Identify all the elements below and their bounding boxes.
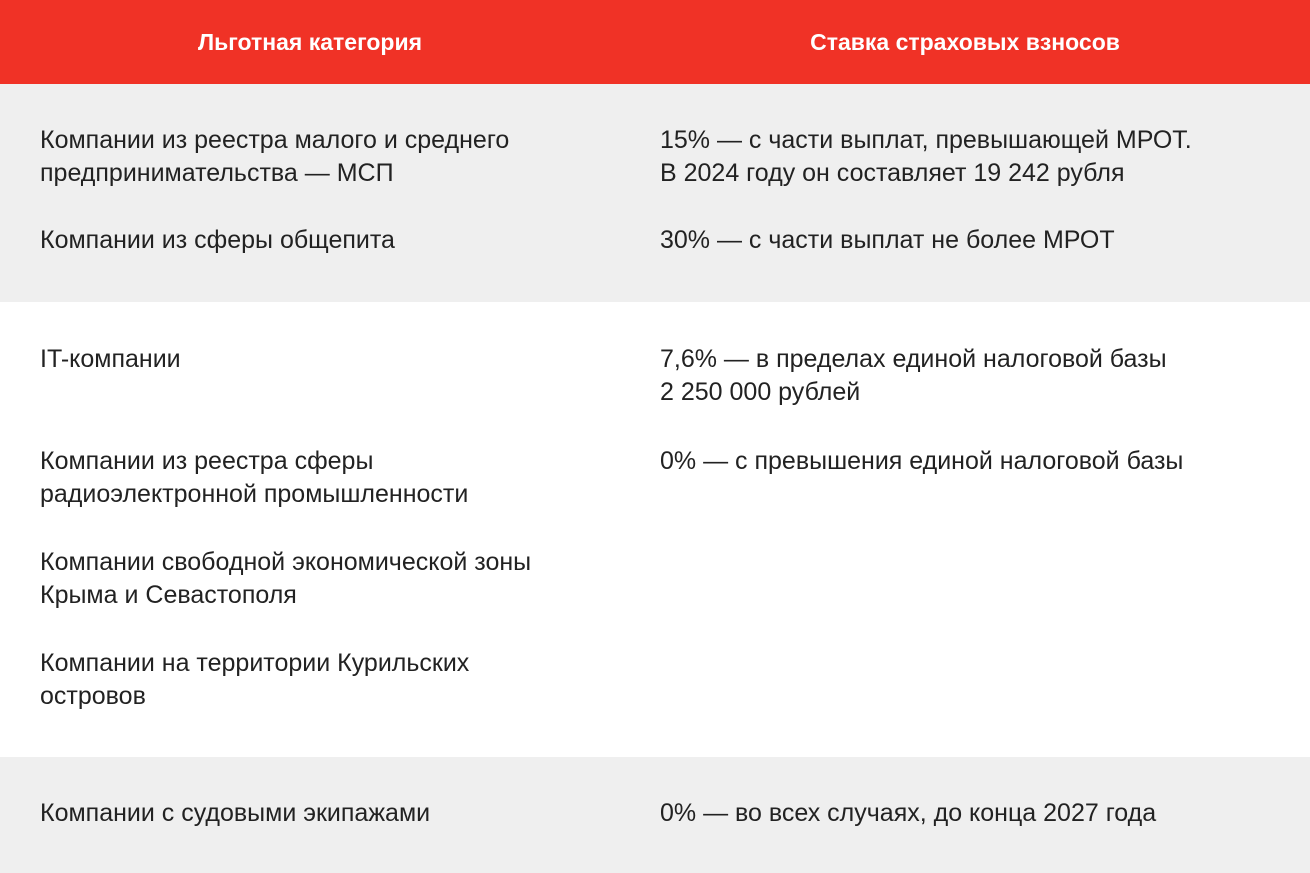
category-ship-crews: Компании с судовыми экипажами <box>40 797 430 830</box>
rate-above-base: 0% — с превышения единой налоговой базы <box>660 445 1183 478</box>
category-msp: Компании из реестра малого и среднего пр… <box>40 124 509 190</box>
rate-ship-crews: 0% — во всех случаях, до конца 2027 года <box>660 797 1156 830</box>
category-radioelectronics-line-1: Компании из реестра сферы <box>40 447 374 475</box>
category-msp-line-2: предпринимательства — МСП <box>40 159 394 187</box>
category-kuril: Компании на территории Курильских остров… <box>40 647 469 713</box>
category-crimea-sez: Компании свободной экономической зоны Кр… <box>40 546 531 612</box>
rate-msp-line-1: 15% — с части выплат, превышающей МРОТ. <box>660 126 1192 154</box>
category-it-line-1: IT-компании <box>40 345 181 373</box>
rate-within-base: 7,6% — в пределах единой налоговой базы … <box>660 343 1167 409</box>
rate-ship-crews-line-1: 0% — во всех случаях, до конца 2027 года <box>660 799 1157 827</box>
rate-within-base-line-2: 2 250 000 рублей <box>660 378 861 406</box>
rate-catering: 30% — с части выплат не более МРОТ <box>660 224 1115 257</box>
category-kuril-line-1: Компании на территории Курильских <box>40 649 470 677</box>
category-msp-line-1: Компании из реестра малого и среднего <box>40 126 510 154</box>
table-row-group-1: Компании из реестра малого и среднего пр… <box>0 84 1310 302</box>
category-crimea-sez-line-1: Компании свободной экономической зоны <box>40 548 532 576</box>
category-crimea-sez-line-2: Крыма и Севастополя <box>40 581 297 609</box>
table-row-group-3: Компании с судовыми экипажами 0% — во вс… <box>0 757 1310 873</box>
category-radioelectronics-line-2: радиоэлектронной промышленности <box>40 480 469 508</box>
category-kuril-line-2: островов <box>40 682 146 710</box>
rate-msp-line-2: В 2024 году он составляет 19 242 рубля <box>660 159 1125 187</box>
rate-within-base-line-1: 7,6% — в пределах единой налоговой базы <box>660 345 1167 373</box>
category-catering: Компании из сферы общепита <box>40 224 395 257</box>
table-row-group-2: IT-компании Компании из реестра сферы ра… <box>0 302 1310 757</box>
header-rate: Ставка страховых взносов <box>810 29 1120 55</box>
rate-above-base-line-1: 0% — с превышения единой налоговой базы <box>660 447 1184 475</box>
rate-catering-line-1: 30% — с части выплат не более МРОТ <box>660 226 1115 254</box>
category-ship-crews-line-1: Компании с судовыми экипажами <box>40 799 431 827</box>
category-catering-line-1: Компании из сферы общепита <box>40 226 395 254</box>
table-header: Льготная категория Ставка страховых взно… <box>0 0 1310 84</box>
category-it: IT-компании <box>40 343 181 376</box>
rate-msp: 15% — с части выплат, превышающей МРОТ. … <box>660 124 1192 190</box>
category-radioelectronics: Компании из реестра сферы радиоэлектронн… <box>40 445 468 511</box>
header-category: Льготная категория <box>197 29 423 55</box>
